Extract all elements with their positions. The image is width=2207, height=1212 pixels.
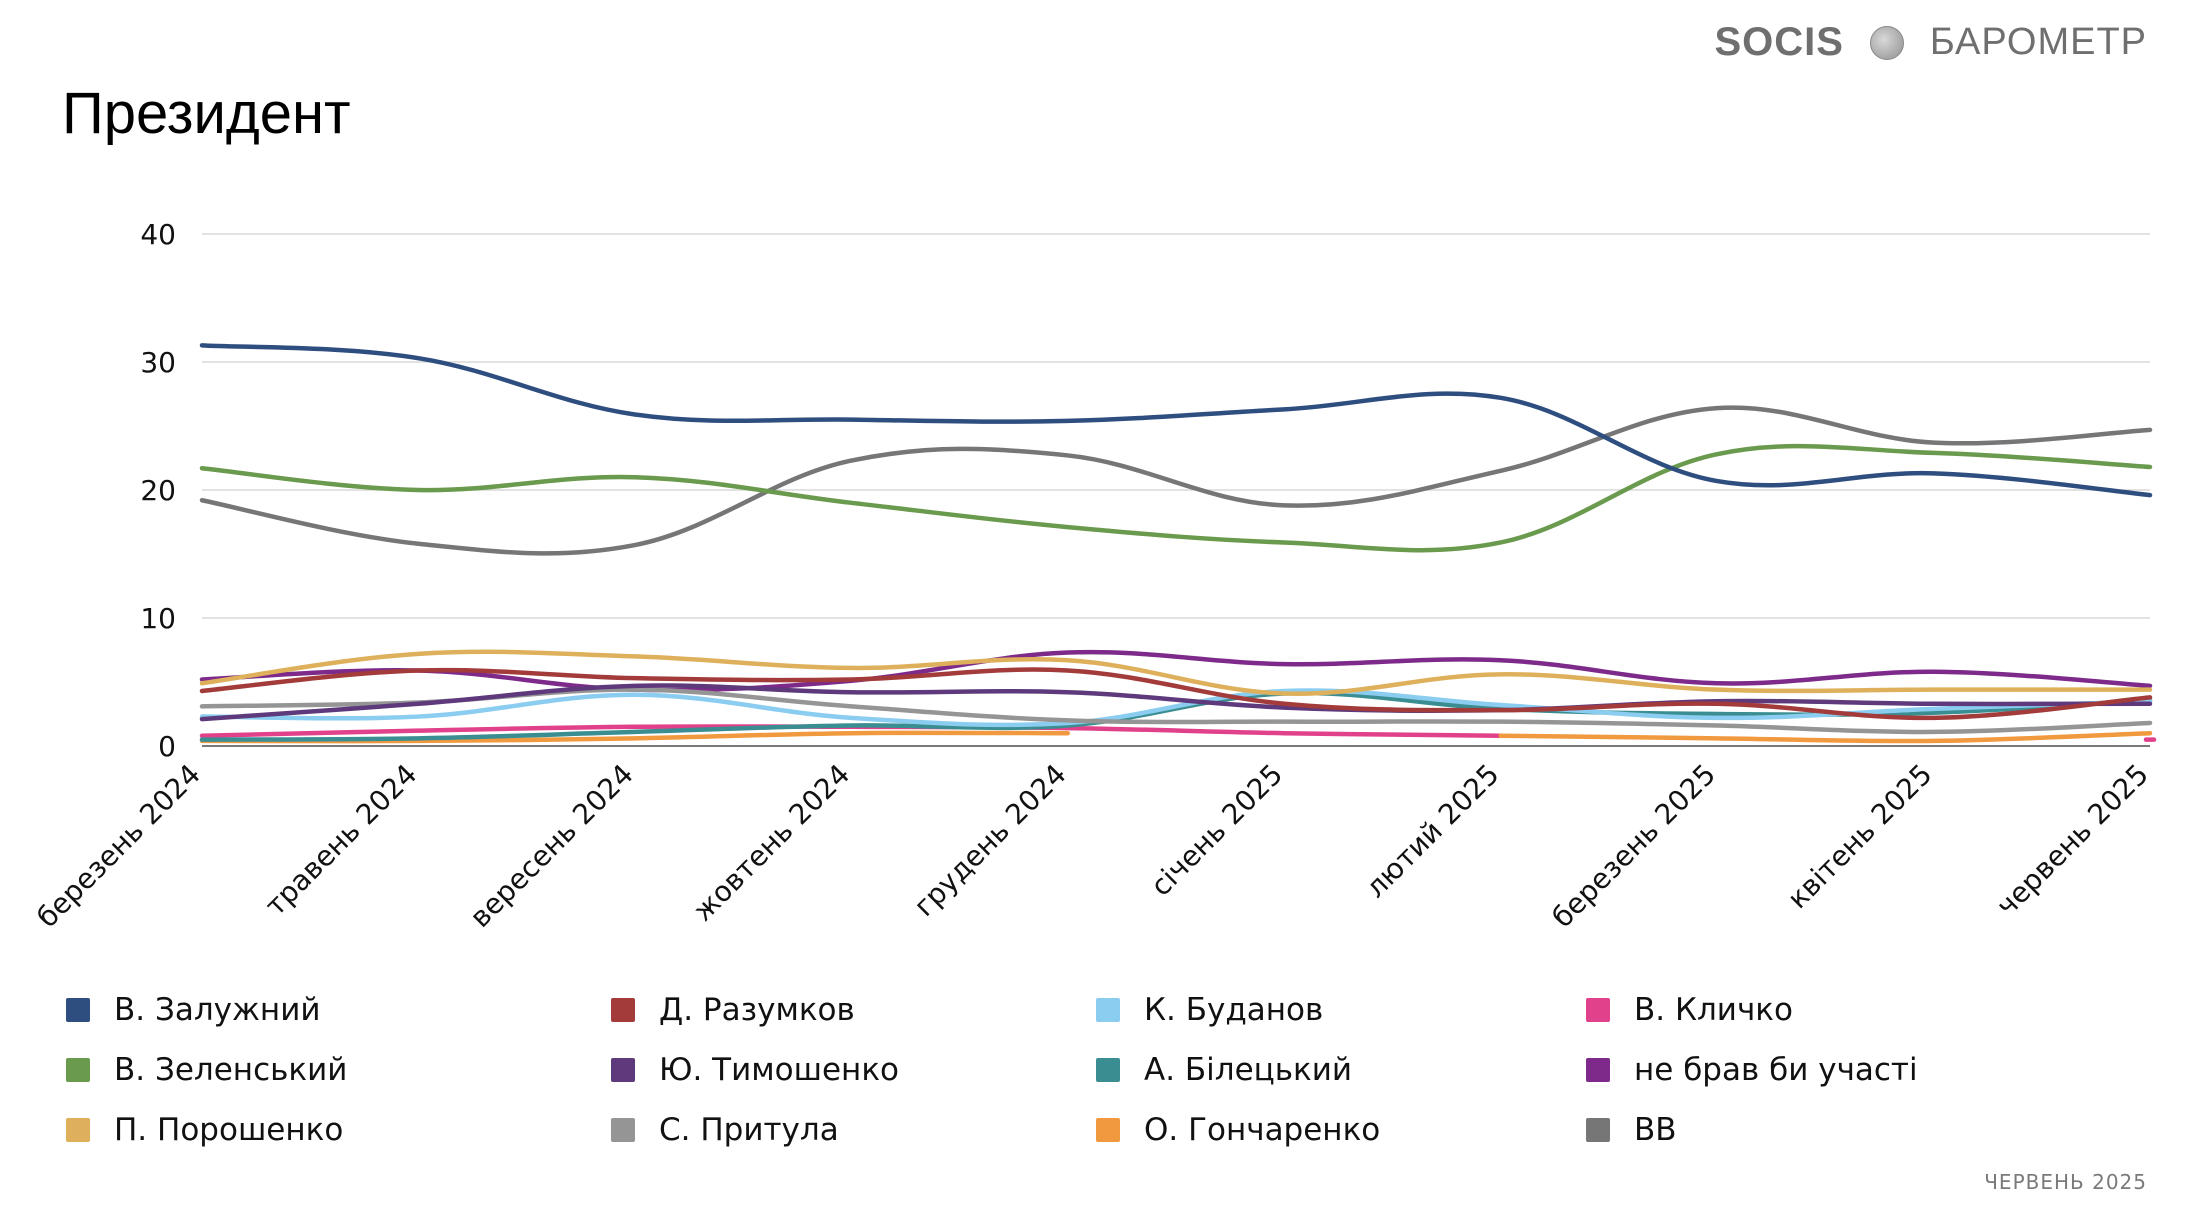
legend-swatch [1096, 1058, 1120, 1082]
legend-label: К. Буданов [1144, 992, 1324, 1028]
legend-swatch [1586, 1058, 1610, 1082]
legend-item: О. Гончаренко [1096, 1112, 1380, 1148]
series-line [1498, 730, 2153, 744]
footer-date: ЧЕРВЕНЬ 2025 [1984, 1170, 2147, 1194]
series-line [199, 405, 2153, 556]
x-tick-label: березень 2024 [30, 758, 206, 934]
legend-swatch [611, 1058, 635, 1082]
legend-label: П. Порошенко [114, 1112, 344, 1148]
barometer-label: БАРОМЕТР [1929, 21, 2147, 63]
legend-label: О. Гончаренко [1144, 1112, 1381, 1148]
legend-item: А. Білецький [1096, 1052, 1352, 1088]
x-tick-label: червень 2025 [1990, 758, 2155, 923]
legend-item: Д. Разумков [611, 992, 855, 1028]
legend-swatch [66, 998, 90, 1022]
legend-label: ВВ [1634, 1112, 1677, 1148]
legend-swatch [1096, 1118, 1120, 1142]
legend-swatch [611, 998, 635, 1022]
emblem-icon [1869, 25, 1904, 60]
line-chart: 0 10 20 30 40 березень 2024 травень 2024 вересе… [30, 218, 2157, 934]
y-tick-label: 40 [140, 218, 176, 251]
y-tick-label: 0 [158, 730, 176, 763]
legend-item: не брав би участі [1586, 1052, 1918, 1088]
series-line [199, 688, 2153, 728]
socis-logo: SOCIS [1714, 20, 1844, 64]
legend-item: К. Буданов [1096, 992, 1323, 1028]
legend-item: В. Кличко [1586, 992, 1793, 1028]
legend-item: ВВ [1586, 1112, 1677, 1148]
series-line [199, 649, 2153, 696]
legend-item: П. Порошенко [66, 1112, 343, 1148]
x-tick-label: грудень 2024 [908, 758, 1073, 923]
x-tick-label: жовтень 2024 [686, 758, 856, 928]
series-line [199, 667, 2153, 721]
series-line [199, 443, 2153, 553]
legend-item: С. Притула [611, 1112, 839, 1148]
legend-swatch [1586, 998, 1610, 1022]
x-tick-label: вересень 2024 [464, 758, 640, 934]
x-tick-label: квітень 2025 [1781, 758, 1938, 915]
legend-label: Д. Разумков [659, 992, 855, 1028]
legend-label: не брав би участі [1634, 1052, 1918, 1088]
legend-item: Ю. Тимошенко [611, 1052, 899, 1088]
x-tick-label: лютий 2025 [1359, 758, 1506, 905]
series-line [199, 649, 2153, 693]
x-tick-label: травень 2024 [259, 758, 424, 923]
legend-label: В. Кличко [1634, 992, 1793, 1028]
legend-item: В. Залужний [66, 992, 321, 1028]
legend-swatch [1096, 998, 1120, 1022]
series-line [199, 343, 2153, 498]
legend-item: В. Зеленський [66, 1052, 347, 1088]
y-tick-label: 30 [140, 346, 176, 379]
x-tick-label: січень 2025 [1144, 758, 1289, 903]
page-title: Президент [62, 81, 351, 146]
y-tick-label: 20 [140, 474, 176, 507]
legend-swatch [66, 1058, 90, 1082]
legend-label: В. Зеленський [114, 1052, 348, 1088]
legend-label: С. Притула [659, 1112, 839, 1148]
legend-label: Ю. Тимошенко [659, 1052, 900, 1088]
x-tick-label: березень 2025 [1546, 758, 1722, 934]
series-line [199, 683, 2153, 722]
legend-swatch [611, 1118, 635, 1142]
legend-label: А. Білецький [1144, 1052, 1353, 1088]
chart-legend: В. Залужний В. Зеленський П. Порошенко Д. Р… [66, 992, 2166, 1182]
legend-swatch [1586, 1118, 1610, 1142]
y-tick-label: 10 [140, 602, 176, 635]
legend-swatch [66, 1118, 90, 1142]
brand-header: SOCIS БАРОМЕТР [1714, 20, 2147, 65]
legend-label: В. Залужний [114, 992, 321, 1028]
